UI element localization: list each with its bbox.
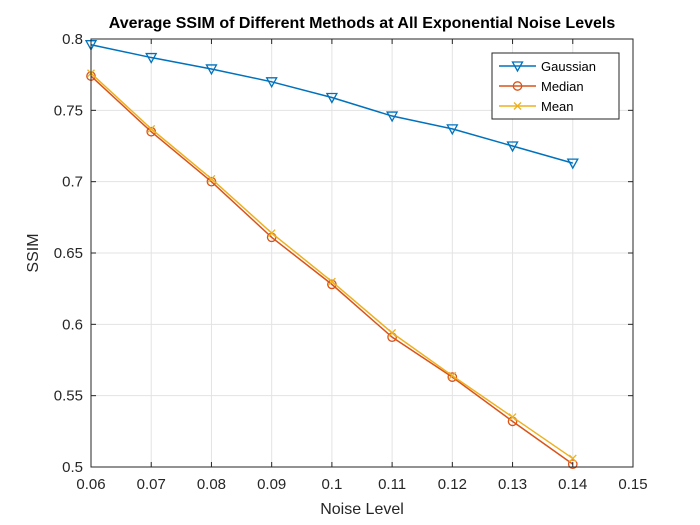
data-point-gaussian xyxy=(446,124,459,136)
legend-item-gaussian: Gaussian xyxy=(499,59,596,74)
chart-title: Average SSIM of Different Methods at All… xyxy=(109,15,616,32)
x-tick-label: 0.08 xyxy=(197,476,226,493)
y-tick-label: 0.75 xyxy=(54,102,83,119)
legend-marker-gaussian xyxy=(511,61,524,73)
data-point-mean xyxy=(388,328,397,337)
data-point-mean xyxy=(147,124,156,133)
series-layer xyxy=(84,40,579,469)
data-point-mean xyxy=(568,454,577,463)
y-tick-label: 0.6 xyxy=(62,316,83,333)
marker-stroke xyxy=(267,229,276,237)
x-tick-label: 0.09 xyxy=(257,476,286,493)
legend-label-median: Median xyxy=(541,79,584,94)
x-axis-label: Noise Level xyxy=(320,501,404,518)
data-point-gaussian xyxy=(205,64,218,76)
legend: Gaussian Median Mean xyxy=(491,52,620,120)
data-point-mean xyxy=(327,277,336,286)
marker-stroke xyxy=(508,413,517,422)
marker-stroke xyxy=(207,174,216,183)
marker-stroke xyxy=(327,277,336,286)
legend-marker-mean xyxy=(513,102,522,110)
y-tick-labels: 0.5 0.55 0.6 0.65 0.7 0.75 0.8 xyxy=(54,31,83,476)
x-tick-label: 0.12 xyxy=(438,476,467,493)
ticks xyxy=(90,38,634,468)
x-tick-label: 0.14 xyxy=(558,476,587,493)
x-tick-label: 0.13 xyxy=(498,476,527,493)
data-point-gaussian xyxy=(506,141,519,153)
data-point-mean xyxy=(267,229,276,237)
legend-item-mean: Mean xyxy=(499,99,574,114)
data-point-mean xyxy=(448,371,457,380)
y-tick-label: 0.5 xyxy=(62,459,83,476)
y-tick-label: 0.8 xyxy=(62,31,83,48)
marker-stroke xyxy=(448,371,457,380)
series-line-gaussian xyxy=(90,43,573,164)
x-tick-label: 0.15 xyxy=(618,476,647,493)
data-point-gaussian xyxy=(265,77,278,89)
series-line-median xyxy=(90,75,574,465)
data-point-mean xyxy=(508,413,517,422)
marker-stroke xyxy=(513,102,522,110)
data-point-gaussian xyxy=(145,52,158,64)
marker-stroke xyxy=(147,124,156,133)
data-point-median xyxy=(447,372,458,382)
y-tick-label: 0.55 xyxy=(54,388,83,405)
legend-label-gaussian: Gaussian xyxy=(541,59,596,74)
y-tick-label: 0.7 xyxy=(62,174,83,191)
y-tick-label: 0.65 xyxy=(54,245,83,262)
data-point-mean xyxy=(207,174,216,183)
data-point-gaussian xyxy=(386,111,399,123)
series-gaussian xyxy=(84,40,579,170)
x-tick-label: 0.06 xyxy=(76,476,105,493)
x-tick-labels: 0.06 0.07 0.08 0.09 0.1 0.11 0.12 0.13 0.14 0.15 xyxy=(76,476,647,493)
x-tick-label: 0.11 xyxy=(378,476,406,493)
marker-stroke xyxy=(568,454,577,463)
legend-item-median: Median xyxy=(499,79,584,94)
data-point-gaussian xyxy=(325,92,338,104)
legend-label-mean: Mean xyxy=(541,99,574,114)
series-mean xyxy=(87,69,577,463)
data-point-median xyxy=(567,459,578,469)
x-tick-label: 0.07 xyxy=(137,476,166,493)
legend-marker-median xyxy=(512,81,523,91)
marker-stroke xyxy=(388,328,397,337)
y-axis-label: SSIM xyxy=(25,233,42,272)
x-tick-label: 0.1 xyxy=(321,476,342,493)
data-point-gaussian xyxy=(566,158,579,170)
